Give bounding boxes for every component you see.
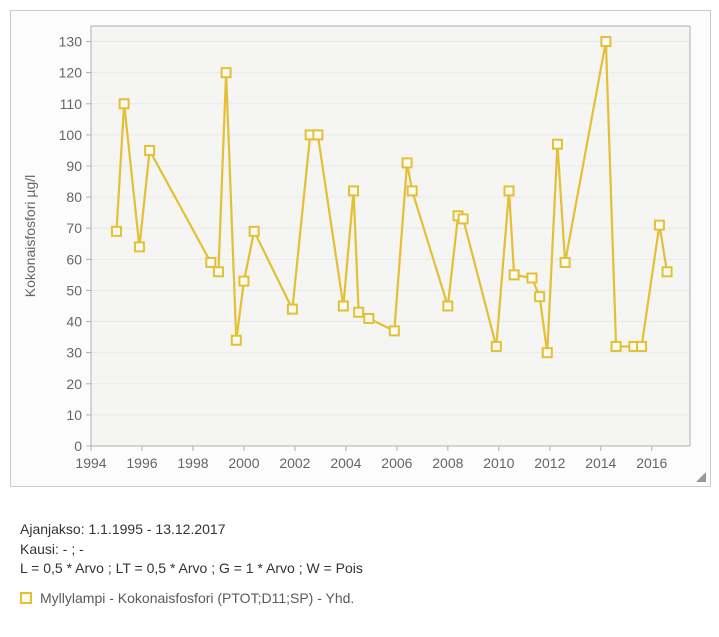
- svg-text:2004: 2004: [330, 455, 361, 471]
- chart-svg: 0 10 20 30 40 50 60 70 80 90 100 110 120 130 1994 1996 1…: [11, 11, 710, 486]
- svg-text:20: 20: [66, 376, 82, 392]
- caption-block: Ajanjakso: 1.1.1995 - 13.12.2017 Kausi: …: [20, 520, 363, 579]
- svg-text:2002: 2002: [279, 455, 310, 471]
- svg-text:2000: 2000: [228, 455, 259, 471]
- svg-text:80: 80: [66, 189, 82, 205]
- svg-text:0: 0: [74, 438, 82, 454]
- svg-text:100: 100: [59, 127, 83, 143]
- caption-line-season: Kausi: - ; -: [20, 540, 363, 560]
- svg-text:130: 130: [59, 34, 83, 50]
- caption-line-formula: L = 0,5 * Arvo ; LT = 0,5 * Arvo ; G = 1…: [20, 559, 363, 579]
- svg-text:2008: 2008: [432, 455, 463, 471]
- svg-text:1998: 1998: [177, 455, 208, 471]
- svg-text:2006: 2006: [381, 455, 412, 471]
- legend: Myllylampi - Kokonaisfosfori (PTOT;D11;S…: [20, 590, 354, 606]
- svg-text:1996: 1996: [126, 455, 157, 471]
- svg-text:120: 120: [59, 65, 83, 81]
- svg-text:10: 10: [66, 407, 82, 423]
- svg-text:30: 30: [66, 345, 82, 361]
- svg-text:70: 70: [66, 220, 82, 236]
- svg-text:Kokonaisfosfori µg/l: Kokonaisfosfori µg/l: [22, 175, 38, 297]
- svg-text:40: 40: [66, 314, 82, 330]
- svg-text:1994: 1994: [75, 455, 106, 471]
- legend-marker-icon: [20, 592, 32, 604]
- svg-text:2012: 2012: [534, 455, 565, 471]
- svg-text:2016: 2016: [636, 455, 667, 471]
- legend-label: Myllylampi - Kokonaisfosfori (PTOT;D11;S…: [40, 590, 354, 606]
- svg-text:90: 90: [66, 158, 82, 174]
- chart-container: 0 10 20 30 40 50 60 70 80 90 100 110 120 130 1994 1996 1…: [0, 0, 719, 637]
- svg-text:110: 110: [60, 96, 83, 112]
- svg-text:2010: 2010: [483, 455, 514, 471]
- svg-text:2014: 2014: [585, 455, 616, 471]
- chart-canvas: 0 10 20 30 40 50 60 70 80 90 100 110 120 130 1994 1996 1…: [10, 10, 711, 487]
- svg-text:60: 60: [66, 251, 82, 267]
- caption-line-period: Ajanjakso: 1.1.1995 - 13.12.2017: [20, 520, 363, 540]
- svg-text:50: 50: [66, 282, 82, 298]
